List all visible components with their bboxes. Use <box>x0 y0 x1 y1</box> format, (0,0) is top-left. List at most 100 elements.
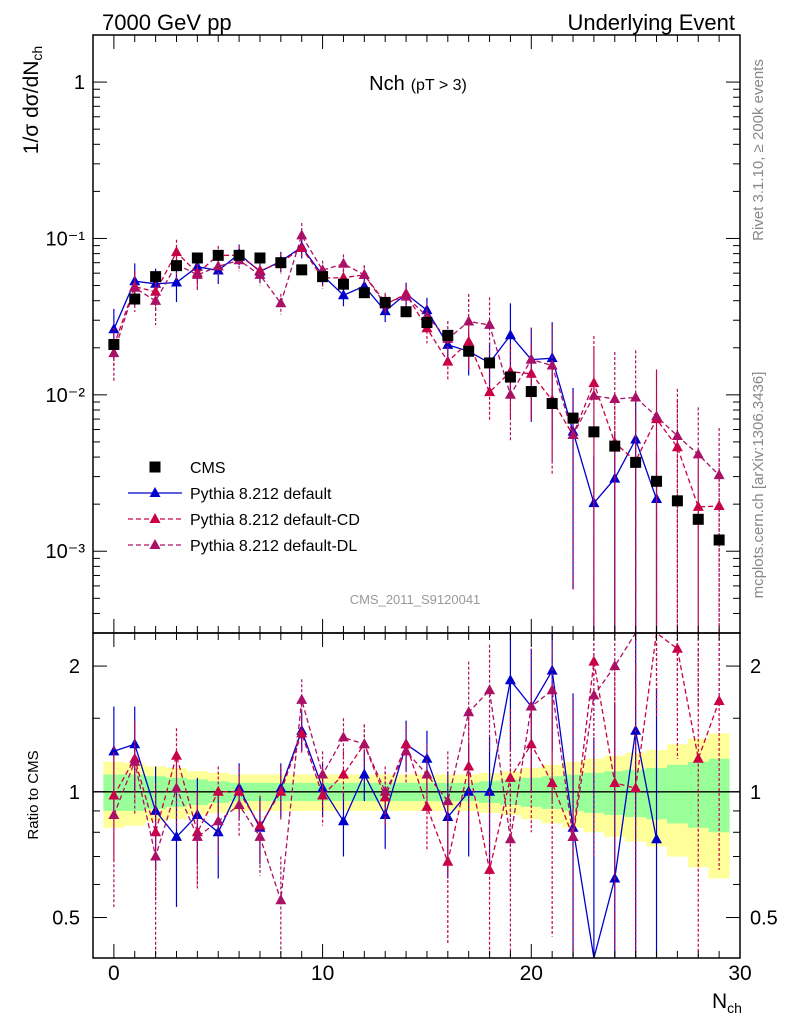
series-3-point <box>254 268 266 279</box>
legend-label: CMS <box>190 460 226 477</box>
ratio-series-2-point <box>170 749 182 760</box>
data-point <box>421 317 433 329</box>
data-point <box>233 249 245 261</box>
data-point <box>337 278 349 290</box>
series-3-point <box>191 268 203 279</box>
y-tick-label: 10⁻² <box>46 385 86 407</box>
data-point <box>442 329 454 341</box>
legend-marker <box>149 513 161 523</box>
chart-title: Nch (pT > 3) <box>369 73 467 95</box>
ratio-tick-label: 2 <box>69 656 80 678</box>
data-point <box>296 264 308 276</box>
data-point <box>713 534 725 546</box>
series-2 <box>108 238 725 633</box>
x-tick-label: 10 <box>311 962 334 985</box>
legend-marker <box>149 539 161 549</box>
ratio-series-2-point <box>212 785 224 796</box>
ratio-tick-label-right: 0.5 <box>750 908 778 930</box>
ratio-series-3 <box>108 632 720 958</box>
series-3-point <box>713 469 725 480</box>
ratio-series-3-point <box>191 830 203 841</box>
data-point <box>525 386 537 398</box>
series-3-point <box>150 294 162 305</box>
x-tick-label: 20 <box>520 962 543 985</box>
legend-item-data: CMS <box>149 460 226 477</box>
ratio-series-3-point <box>358 738 370 749</box>
series-3-point <box>358 268 370 279</box>
ratio-series-3-point <box>421 768 433 779</box>
data-point <box>651 475 663 487</box>
data-point <box>609 440 621 452</box>
series-3-point <box>484 318 496 329</box>
ratio-series-3-point <box>337 731 349 742</box>
ratio-series-3-point <box>379 785 391 796</box>
y-tick-label: 10⁻¹ <box>46 228 86 250</box>
y-axis-label: 1/σ dσ/dNch <box>20 46 45 154</box>
series-3-point <box>463 315 475 326</box>
data-point <box>170 260 182 272</box>
series-3-line <box>113 233 720 476</box>
y-tick-label: 1 <box>74 72 85 94</box>
data-point <box>484 357 496 369</box>
ratio-tick-label: 0.5 <box>52 908 80 930</box>
data-point <box>108 338 120 350</box>
series-3-point <box>296 229 308 240</box>
header-right: Underlying Event <box>567 10 735 35</box>
ratio-series-3-point <box>296 693 308 704</box>
analysis-watermark: CMS_2011_S9120041 <box>350 592 481 607</box>
data-point <box>254 252 266 264</box>
ratio-series-3-point <box>484 684 496 695</box>
data-point <box>275 257 287 269</box>
mcplots-label: mcplots.cern.ch [arXiv:1306.3436] <box>750 372 767 599</box>
x-axis-label: Nch <box>712 990 742 1016</box>
ratio-series-2-point <box>317 789 329 800</box>
series-3-point <box>692 448 704 459</box>
series-3-point <box>588 389 600 400</box>
header-left: 7000 GeV pp <box>102 10 232 35</box>
x-tick-label: 0 <box>108 962 120 985</box>
data-point <box>546 398 558 410</box>
series-3-point <box>525 353 537 364</box>
legend-item-3: Pythia 8.212 default-DL <box>128 538 357 555</box>
ratio-tick-label-right: 1 <box>750 782 761 804</box>
data-point <box>212 249 224 261</box>
legend-marker <box>149 461 161 473</box>
ratio-frame <box>92 632 741 959</box>
data-point <box>671 495 683 507</box>
series-3-point <box>400 290 412 301</box>
legend-item-1: Pythia 8.212 default <box>128 486 332 503</box>
data-point <box>692 513 704 525</box>
ratio-series-3-point <box>233 798 245 809</box>
ratio-tick-label: 1 <box>69 782 80 804</box>
series-3-point <box>609 393 621 404</box>
data-point <box>379 296 391 308</box>
ratio-tick-label-right: 2 <box>750 656 761 678</box>
ratio-series-2-point <box>150 826 162 837</box>
data-point <box>504 371 516 383</box>
data-point <box>588 426 600 438</box>
legend-item-2: Pythia 8.212 default-CD <box>128 512 360 529</box>
series-3-point <box>651 410 663 421</box>
series-3 <box>108 223 725 633</box>
x-tick-label: 30 <box>728 962 751 985</box>
ratio-series-3-point <box>609 660 621 671</box>
rivet-label: Rivet 3.1.10, ≥ 200k events <box>750 59 767 241</box>
series-3-point <box>546 359 558 370</box>
series-2-point <box>692 500 704 511</box>
legend-marker <box>149 487 161 497</box>
data-point <box>191 252 203 264</box>
series-3-point <box>671 429 683 440</box>
y-tick-label: 10⁻³ <box>46 541 86 563</box>
series-2-point <box>296 241 308 252</box>
ratio-series-3-point <box>525 700 537 711</box>
ratio-axis-label: Ratio to CMS <box>25 750 42 839</box>
series-3-point <box>129 281 141 292</box>
legend-label: Pythia 8.212 default-DL <box>190 538 357 555</box>
data-point <box>358 287 370 299</box>
ratio-series-2-point <box>296 727 308 738</box>
data-point <box>400 306 412 318</box>
ratio-series-3-line <box>113 632 720 901</box>
ratio-series-3-point <box>212 815 224 826</box>
data-point <box>463 345 475 357</box>
ratio-series-1-point <box>421 752 433 763</box>
